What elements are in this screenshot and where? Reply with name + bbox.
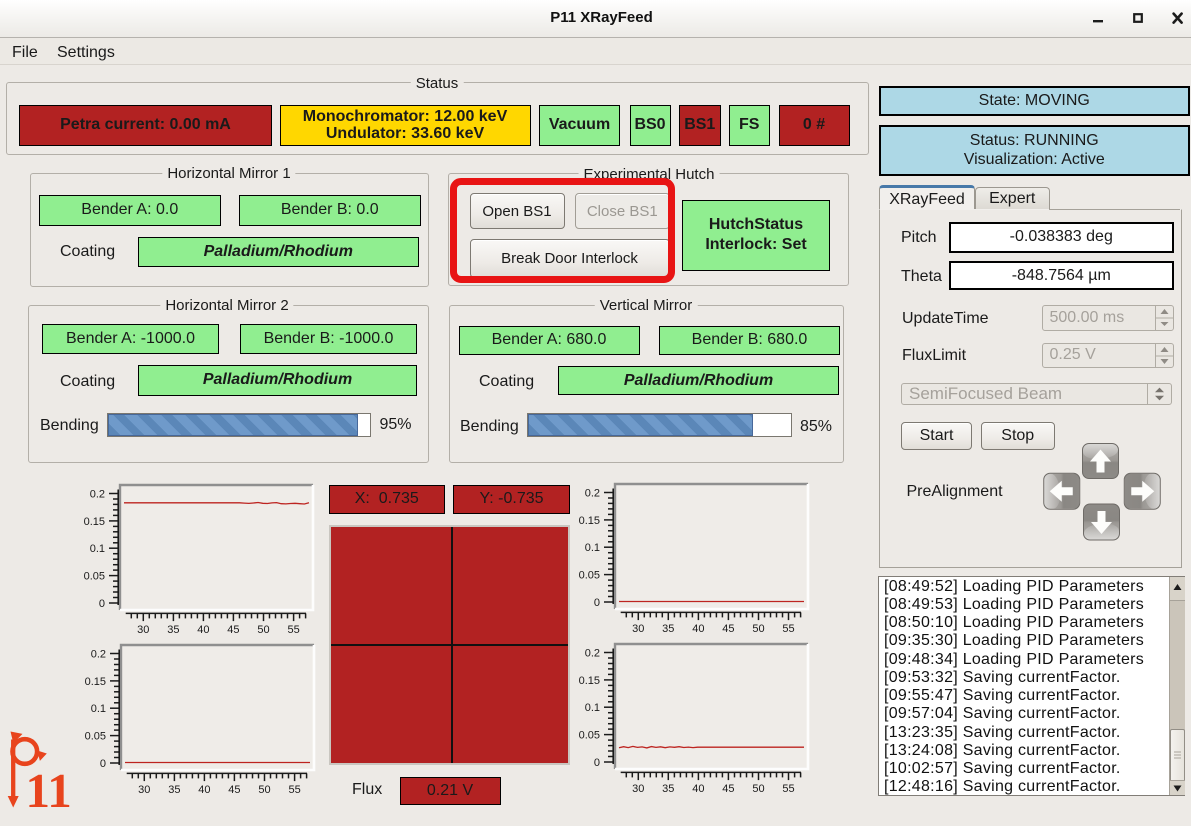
svg-text:0.2: 0.2: [90, 488, 105, 500]
svg-text:55: 55: [288, 783, 300, 795]
svg-text:45: 45: [722, 783, 734, 795]
svg-text:50: 50: [752, 783, 764, 795]
svg-text:50: 50: [258, 783, 270, 795]
svg-text:0: 0: [99, 597, 105, 609]
svg-text:35: 35: [662, 623, 674, 635]
svg-text:55: 55: [782, 623, 794, 635]
svg-text:55: 55: [287, 623, 299, 635]
svg-text:30: 30: [138, 783, 150, 795]
svg-text:50: 50: [257, 623, 269, 635]
svg-text:35: 35: [662, 783, 674, 795]
svg-text:30: 30: [137, 623, 149, 635]
svg-text:0.05: 0.05: [84, 730, 105, 742]
svg-text:0.15: 0.15: [84, 675, 105, 687]
svg-text:0.2: 0.2: [90, 648, 105, 660]
svg-text:45: 45: [722, 623, 734, 635]
svg-text:0.05: 0.05: [578, 729, 599, 741]
svg-text:0.15: 0.15: [578, 515, 599, 527]
svg-text:11: 11: [26, 763, 72, 818]
svg-text:45: 45: [228, 783, 240, 795]
svg-text:0.1: 0.1: [90, 543, 105, 555]
svg-text:35: 35: [167, 623, 179, 635]
svg-text:0.05: 0.05: [578, 570, 599, 582]
svg-text:0.15: 0.15: [84, 515, 105, 527]
svg-text:55: 55: [782, 783, 794, 795]
svg-text:35: 35: [168, 783, 180, 795]
svg-text:45: 45: [227, 623, 239, 635]
svg-text:40: 40: [197, 623, 209, 635]
svg-text:50: 50: [752, 623, 764, 635]
svg-text:40: 40: [198, 783, 210, 795]
svg-text:0.1: 0.1: [584, 702, 599, 714]
svg-text:0.1: 0.1: [584, 542, 599, 554]
svg-text:30: 30: [632, 623, 644, 635]
svg-text:40: 40: [692, 783, 704, 795]
svg-text:0.2: 0.2: [584, 647, 599, 659]
svg-text:40: 40: [692, 623, 704, 635]
svg-text:0: 0: [593, 597, 599, 609]
svg-text:0: 0: [99, 757, 105, 769]
svg-text:0.05: 0.05: [84, 570, 105, 582]
svg-text:30: 30: [632, 783, 644, 795]
svg-text:0.15: 0.15: [578, 675, 599, 687]
svg-text:0: 0: [593, 757, 599, 769]
svg-text:0.2: 0.2: [584, 487, 599, 499]
svg-text:0.1: 0.1: [90, 703, 105, 715]
